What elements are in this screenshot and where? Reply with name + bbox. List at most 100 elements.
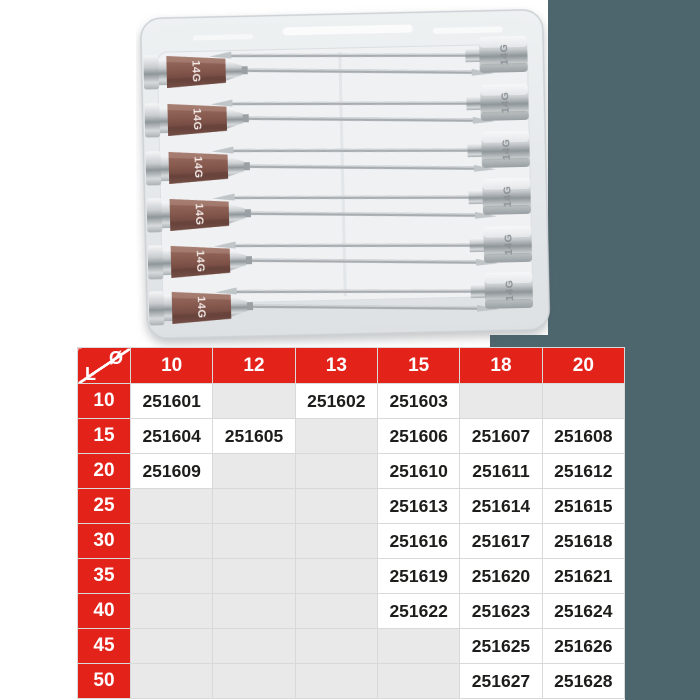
code-cell: 251616 [376,523,461,559]
lid-highlight [192,34,253,41]
empty-cell [294,418,378,454]
hub-gauge-label: 14G [189,60,202,83]
row-header: 10 [77,383,131,419]
column-header: 10 [129,347,214,384]
empty-cell [376,628,461,664]
code-cell: 251617 [459,523,543,559]
hub-gauge-label: 14G [502,234,514,256]
row-header: 45 [77,628,131,664]
right-needle: 14G [211,130,530,168]
empty-cell [376,663,461,699]
empty-cell [212,558,296,594]
code-cell: 251623 [459,593,543,629]
codes-table: Ø L 10 12 13 15 18 20 10 251601 251602 251603 15 2… [77,347,626,699]
empty-cell [294,628,378,664]
code-cell: 251610 [376,453,461,489]
code-cell: 251628 [541,663,626,699]
empty-cell [212,628,296,664]
right-needle: 14G [214,271,534,309]
empty-cell [129,628,214,664]
left-needle: 14G [147,245,499,280]
code-cell: 251624 [541,593,626,629]
empty-cell [212,488,296,524]
row-header: 15 [77,418,131,454]
row-header: 30 [77,523,131,559]
empty-cell [129,523,214,559]
column-header: 13 [294,347,378,384]
column-header: 20 [541,347,626,384]
row-header: 25 [77,488,131,524]
column-header: 18 [459,347,543,384]
hub-gauge-label: 14G [499,92,511,114]
table-row: 45 251625 251626 [77,628,626,664]
code-cell: 251611 [459,453,543,489]
row-header: 40 [77,593,131,629]
table-row: 35 251619 251620 251621 [77,558,626,594]
empty-cell [294,663,378,699]
empty-cell [294,488,378,524]
right-needle: 14G [212,177,531,215]
code-cell: 251606 [376,418,461,454]
code-cell: 251613 [376,488,461,524]
hub-gauge-label: 14G [193,203,206,226]
right-needle: 14G [210,83,529,121]
empty-cell [129,663,214,699]
table-row: 30 251616 251617 251618 [77,523,626,559]
left-needle: 14G [144,103,495,138]
code-cell: 251602 [294,383,378,419]
code-cell: 251620 [459,558,543,594]
empty-cell [129,593,214,629]
code-cell: 251625 [459,628,543,664]
empty-cell [294,558,378,594]
empty-cell [294,453,378,489]
empty-cell [212,453,296,489]
code-cell: 251601 [129,383,214,419]
lid-highlight [432,26,503,34]
code-cell: 251603 [376,383,461,419]
left-needle: 14G [146,198,498,233]
hub-gauge-label: 14G [500,139,512,161]
table-row: 40 251622 251623 251624 [77,593,626,629]
right-needle: 14G [209,35,528,73]
empty-cell [129,488,214,524]
hub-gauge-label: 14G [498,44,510,66]
table-row: 25 251613 251614 251615 [77,488,626,524]
left-needle: 14G [145,151,496,186]
diameter-symbol: Ø [108,348,123,368]
row-header: 35 [77,558,131,594]
hub-gauge-label: 14G [194,250,207,273]
code-cell: 251618 [541,523,626,559]
table-row: 50 251627 251628 [77,663,626,699]
empty-cell [129,558,214,594]
empty-cell [459,383,543,419]
hub-gauge-label: 14G [503,280,515,302]
row-header: 20 [77,453,131,489]
code-cell: 251621 [541,558,626,594]
code-cell: 251622 [376,593,461,629]
hub-gauge-label: 14G [195,296,208,319]
code-cell: 251605 [212,418,296,454]
length-symbol: L [85,364,96,384]
empty-cell [294,593,378,629]
left-needle: 14G [148,291,500,326]
table-row: 15 251604 251605 251606 251607 251608 [77,418,626,454]
code-cell: 251614 [459,488,543,524]
background-panel [625,347,700,700]
right-needle: 14G [213,225,533,263]
code-cell: 251612 [541,453,626,489]
tray-ridge [338,52,347,297]
background-panel [548,0,700,347]
code-cell: 251609 [129,453,214,489]
empty-cell [294,523,378,559]
empty-cell [541,383,626,419]
column-header: 12 [212,347,296,384]
empty-cell [212,593,296,629]
empty-cell [212,383,296,419]
hub-gauge-label: 14G [501,186,513,208]
hub-gauge-label: 14G [191,108,204,131]
lid-highlight [282,24,413,36]
row-header: 50 [77,663,131,699]
code-cell: 251626 [541,628,626,664]
table-header-row: Ø L 10 12 13 15 18 20 [77,347,626,384]
